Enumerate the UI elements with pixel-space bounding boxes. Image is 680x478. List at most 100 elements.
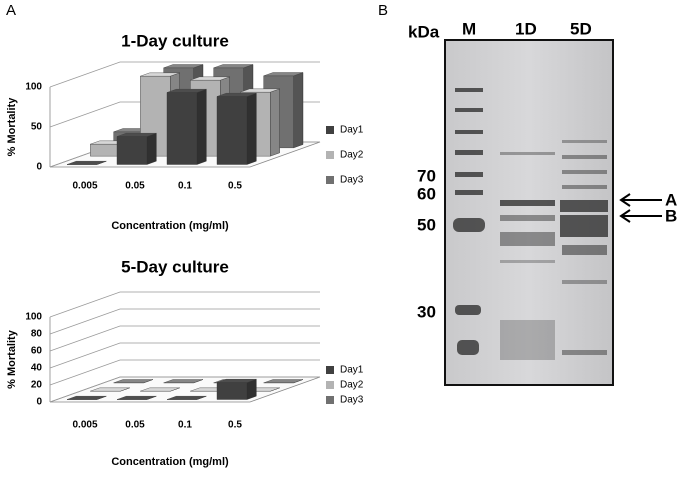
bar-top	[163, 379, 204, 384]
arrow-label: B	[665, 206, 677, 225]
gel-unit: kDa	[408, 22, 440, 41]
bar-side	[196, 88, 207, 165]
bar-top	[116, 395, 157, 400]
bar-top	[213, 64, 254, 69]
bar	[263, 379, 304, 384]
marker-label: 60	[417, 184, 436, 203]
bar-front	[216, 382, 248, 400]
marker-label: 50	[417, 215, 436, 234]
bar-top	[216, 378, 257, 383]
marker-label: 70	[417, 166, 436, 185]
grid-line	[49, 359, 320, 386]
grid-line	[49, 61, 320, 88]
legend-swatch	[326, 126, 334, 134]
bar-side	[246, 378, 257, 400]
bar-side	[270, 88, 280, 157]
bar-top	[116, 132, 157, 137]
bar	[90, 387, 130, 392]
bar	[166, 395, 207, 400]
bar-top	[140, 72, 180, 77]
x-tick-label: 0.1	[178, 181, 192, 192]
legend-swatch	[326, 396, 334, 404]
x-tick-label: 0.005	[72, 420, 97, 431]
bar-front	[90, 143, 121, 157]
y-tick-label: 100	[25, 312, 42, 323]
lane-label: M	[462, 19, 476, 38]
y-tick-label: 80	[31, 329, 43, 340]
legend-label: Day1	[340, 365, 364, 376]
legend-label: Day2	[340, 150, 364, 161]
bar	[216, 378, 257, 400]
bar	[66, 395, 107, 400]
x-tick-label: 0.05	[125, 181, 145, 192]
x-tick-label: 0.005	[72, 181, 97, 192]
legend-label: Day3	[340, 175, 364, 186]
bar	[216, 92, 257, 165]
x-tick-label: 0.5	[228, 420, 242, 431]
y-tick-label: 100	[25, 82, 42, 93]
marker-label: 30	[417, 302, 436, 321]
bar-top	[163, 64, 204, 69]
bar-side	[146, 132, 157, 165]
y-tick-label: 40	[31, 363, 43, 374]
lane-label: 5D	[570, 19, 592, 38]
lane-label: 1D	[515, 19, 537, 38]
gel-image	[444, 39, 614, 386]
legend-swatch	[326, 151, 334, 159]
x-tick-label: 0.05	[125, 420, 145, 431]
bar-top	[263, 72, 304, 77]
panel-label: B	[378, 2, 388, 19]
y-tick-label: 0	[36, 397, 42, 408]
y-axis-title: % Mortality	[6, 329, 18, 389]
x-axis-title: Concentration (mg/ml)	[111, 456, 229, 468]
legend-label: Day2	[340, 380, 364, 391]
bar-front	[116, 136, 148, 165]
y-tick-label: 60	[31, 346, 43, 357]
y-axis-title: % Mortality	[6, 97, 18, 157]
bar-top	[263, 379, 304, 384]
bar-top	[166, 88, 207, 93]
bar	[116, 395, 157, 400]
bar-top	[216, 92, 257, 97]
legend-swatch	[326, 176, 334, 184]
grid-line	[49, 308, 320, 335]
arrows	[619, 193, 662, 223]
x-tick-label: 0.5	[228, 181, 242, 192]
bar-front	[216, 96, 248, 165]
chart-title: 5-Day culture	[121, 257, 229, 276]
y-tick-label: 50	[31, 122, 43, 133]
arrow-label: A	[665, 190, 677, 209]
y-tick-label: 20	[31, 380, 43, 391]
legend-label: Day1	[340, 125, 364, 136]
bar-top	[66, 160, 107, 165]
bar-top	[140, 387, 180, 392]
grid-line	[49, 325, 320, 352]
grid-line	[49, 291, 320, 318]
bar	[166, 88, 207, 165]
bar-top	[66, 395, 107, 400]
bar-side	[293, 72, 304, 149]
x-tick-label: 0.1	[178, 420, 192, 431]
bar-top	[113, 379, 154, 384]
legend-swatch	[326, 381, 334, 389]
bar-top	[190, 76, 230, 81]
bar-top	[166, 395, 207, 400]
legend-label: Day3	[340, 395, 364, 406]
bar-front	[166, 92, 198, 165]
panel-label: A	[6, 2, 16, 19]
grid-line	[49, 342, 320, 369]
x-axis-title: Concentration (mg/ml)	[111, 220, 229, 232]
chart-title: 1-Day culture	[121, 31, 229, 50]
bar	[113, 379, 154, 384]
bar	[66, 160, 107, 165]
grid-line	[49, 376, 320, 403]
bar-side	[246, 92, 257, 165]
bar	[163, 379, 204, 384]
y-tick-label: 0	[36, 162, 42, 173]
bar-top	[240, 88, 280, 93]
bar-top	[90, 387, 130, 392]
bar	[140, 387, 180, 392]
bar	[116, 132, 157, 165]
legend-swatch	[326, 366, 334, 374]
